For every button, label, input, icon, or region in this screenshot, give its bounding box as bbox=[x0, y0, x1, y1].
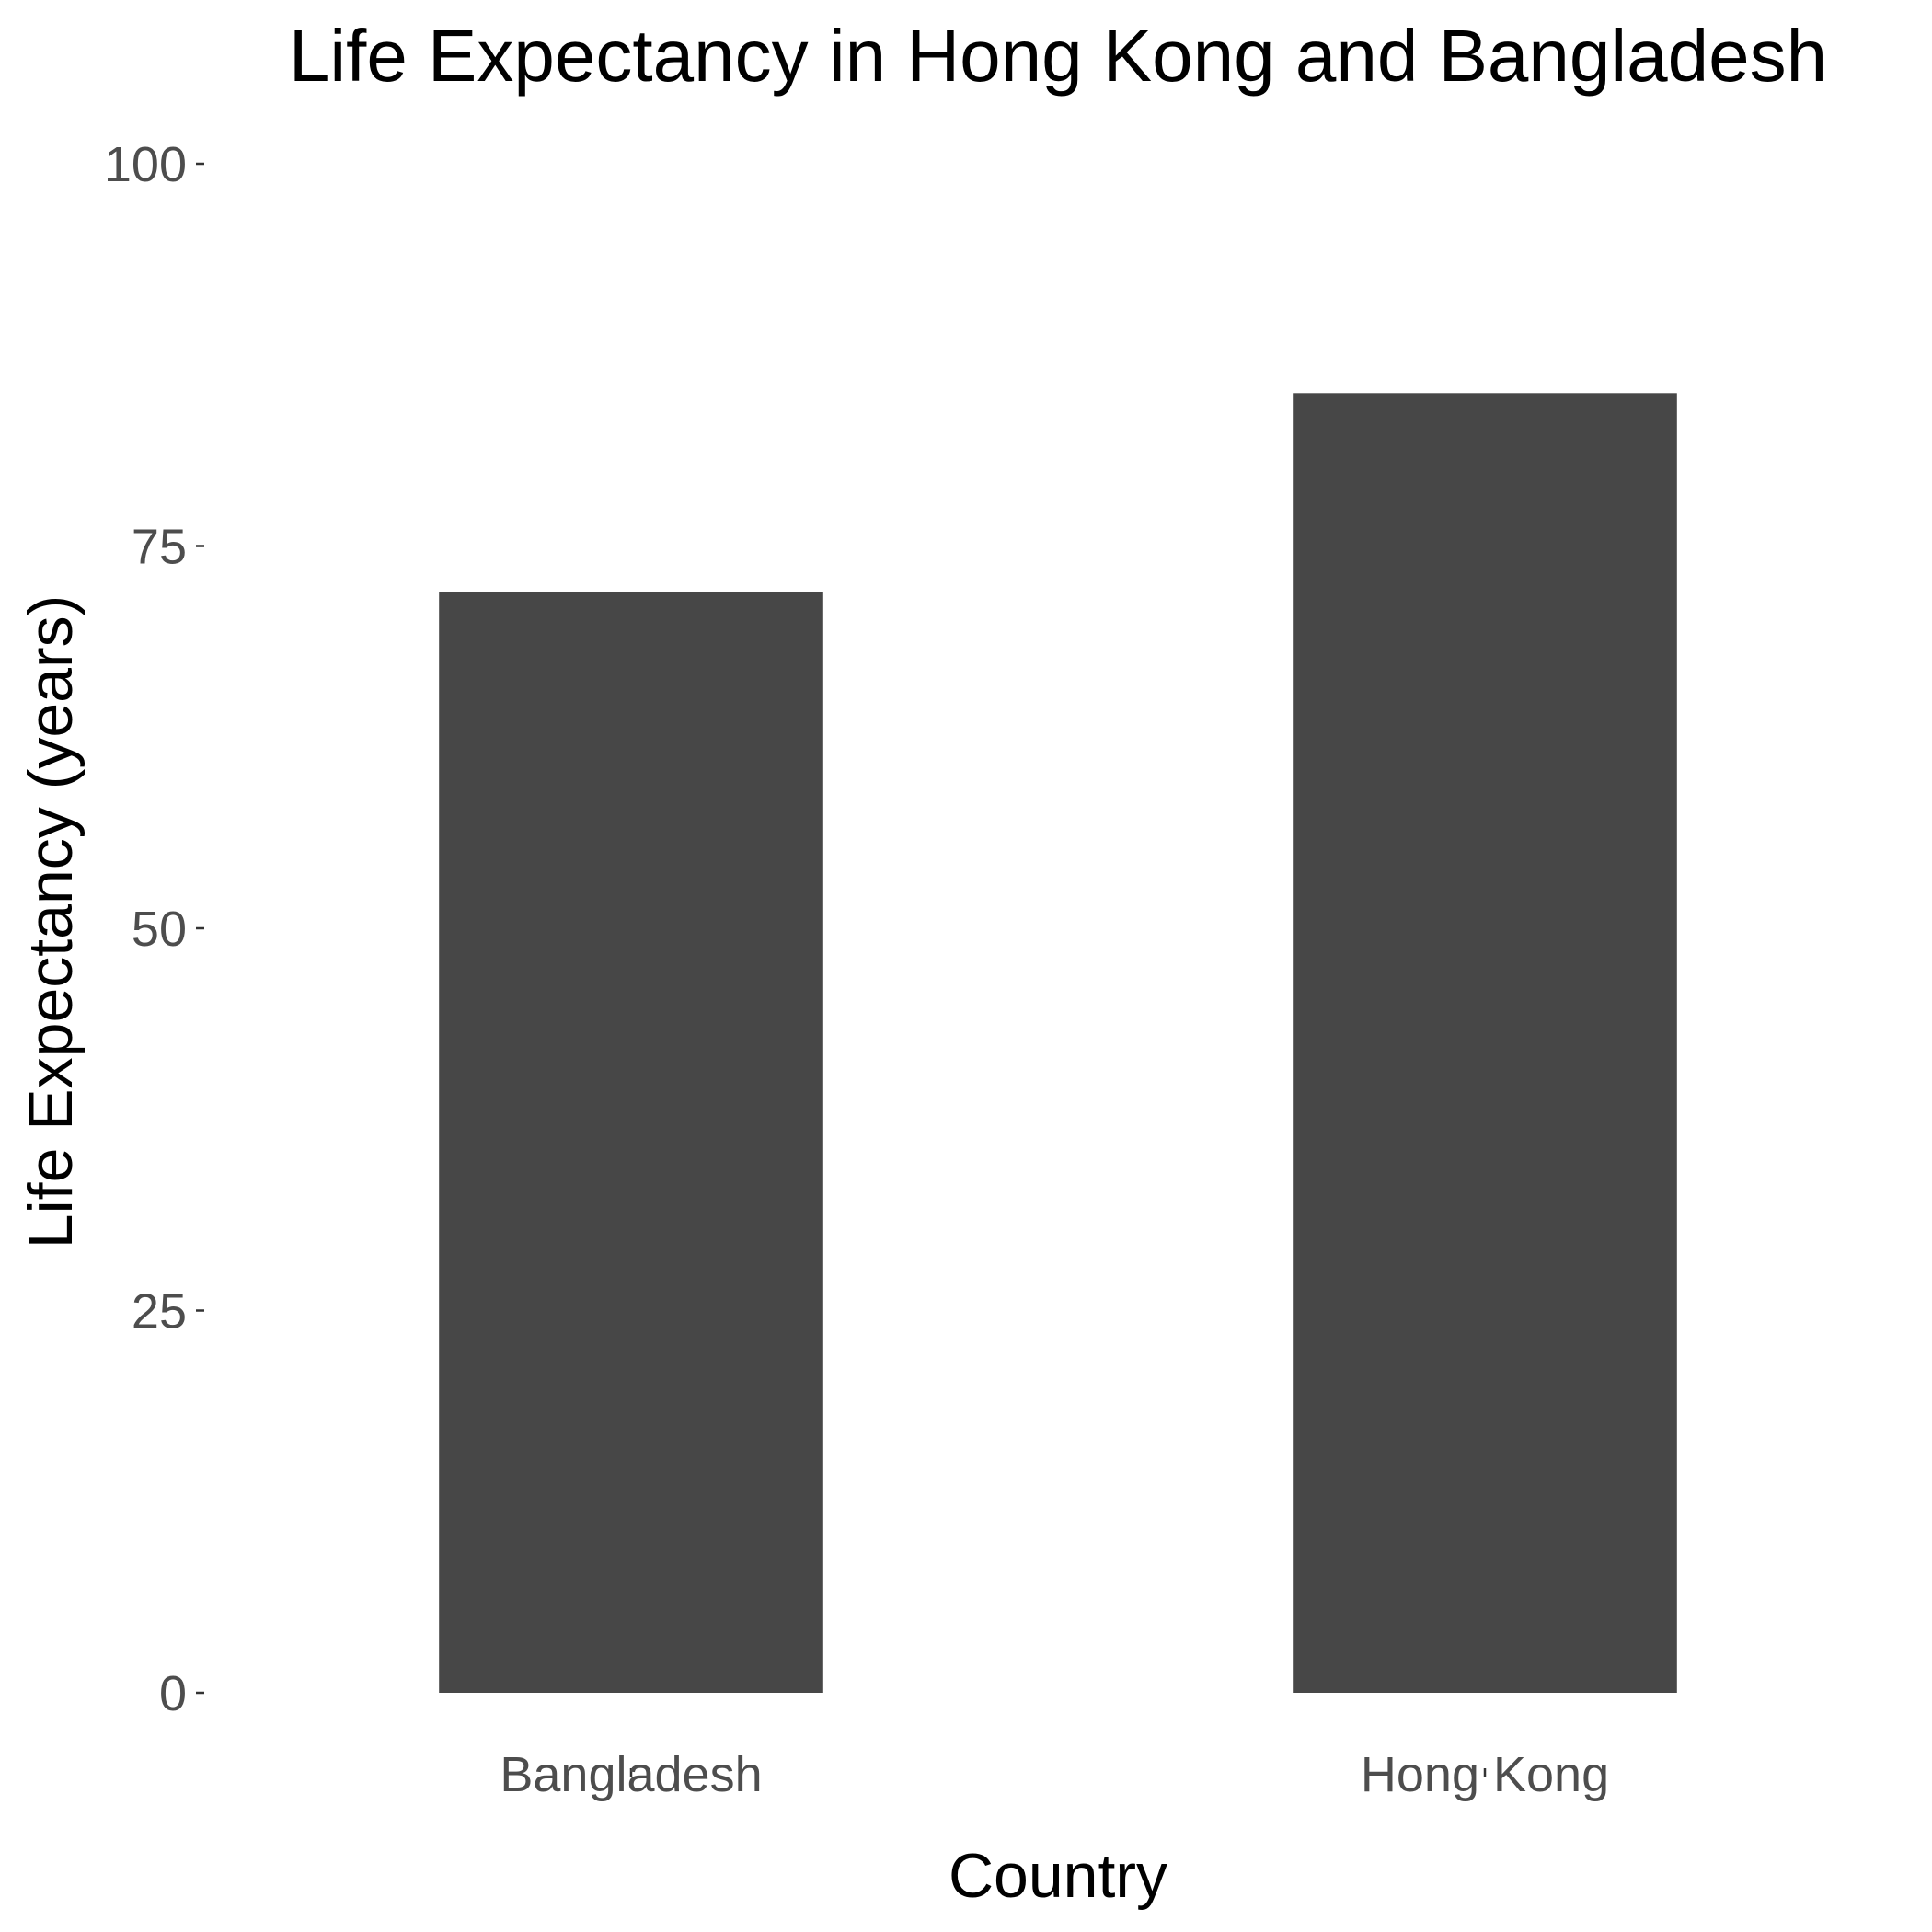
x-tick-label: Bangladesh bbox=[500, 1747, 762, 1802]
y-tick-label: 100 bbox=[104, 137, 187, 192]
x-axis-title: Country bbox=[949, 1841, 1167, 1911]
chart-title: Life Expectancy in Hong Kong and Banglad… bbox=[289, 15, 1827, 97]
plot-area: 0 25 50 75 100 Bangladesh Hong Kong bbox=[104, 137, 1677, 1802]
x-tick-label: Hong Kong bbox=[1361, 1747, 1609, 1802]
bar bbox=[1293, 393, 1677, 1693]
y-tick-label: 75 bbox=[132, 520, 187, 575]
bar bbox=[439, 592, 823, 1693]
y-tick-label: 0 bbox=[159, 1666, 187, 1721]
y-tick-label: 25 bbox=[132, 1284, 187, 1340]
y-axis-title: Life Expectancy (years) bbox=[16, 595, 86, 1249]
y-tick-label: 50 bbox=[132, 902, 187, 957]
